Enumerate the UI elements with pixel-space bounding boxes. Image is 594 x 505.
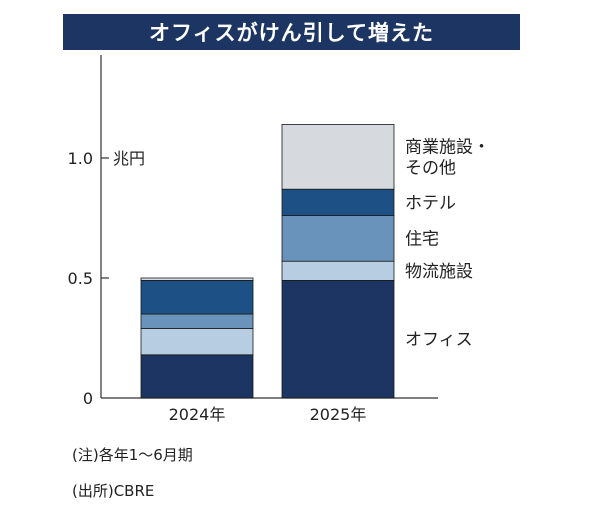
title-bar: オフィスがけん引して増えた xyxy=(63,14,520,50)
y-tick-label: 1.0 xyxy=(68,149,93,168)
note-period: (注)各年1～6月期 xyxy=(72,446,193,464)
y-tick-label: 0.5 xyxy=(68,269,93,288)
bar-segment-1-2 xyxy=(281,215,395,262)
x-tick-label: 2025年 xyxy=(310,405,367,424)
bar-segment-1-0 xyxy=(281,279,395,399)
legend-label-0-0: 商業施設・ xyxy=(405,137,490,157)
note-source: (出所)CBRE xyxy=(72,482,155,500)
legend-label-1-0: ホテル xyxy=(405,193,456,213)
legend-label-4-0: オフィス xyxy=(405,330,473,350)
chart-title: オフィスがけん引して増えた xyxy=(149,21,434,45)
bar-segment-1-3 xyxy=(281,188,395,216)
y-tick-label: 0 xyxy=(83,389,93,408)
x-tick-label: 2024年 xyxy=(169,405,226,424)
bar-segment-1-4 xyxy=(281,124,395,190)
legend-label-3-0: 物流施設 xyxy=(405,262,473,282)
legend-label-2-0: 住宅 xyxy=(405,229,439,249)
bar-segment-0-2 xyxy=(140,313,254,329)
bar-segment-0-0 xyxy=(140,354,254,399)
bar-segment-0-4 xyxy=(140,277,254,281)
legend-label-0-1: その他 xyxy=(405,158,456,178)
bar-segment-1-1 xyxy=(281,260,395,281)
y-unit-label: 兆円 xyxy=(113,149,145,168)
bar-segment-0-1 xyxy=(140,327,254,356)
bar-segment-0-3 xyxy=(140,279,254,315)
